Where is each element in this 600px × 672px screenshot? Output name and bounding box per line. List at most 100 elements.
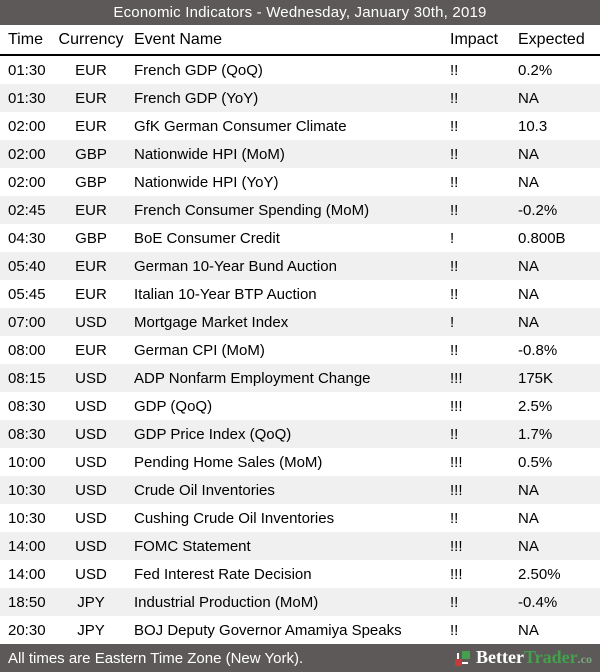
event-expected: NA: [518, 173, 539, 191]
timezone-note: All times are Eastern Time Zone (New Yor…: [8, 649, 304, 667]
event-currency: GBP: [75, 173, 107, 191]
event-name: Fed Interest Rate Decision: [134, 565, 312, 583]
event-name: Cushing Crude Oil Inventories: [134, 509, 335, 527]
event-time: 05:45: [8, 285, 46, 303]
table-row: 10:30 USD Cushing Crude Oil Inventories …: [0, 504, 600, 532]
event-time: 10:00: [8, 453, 46, 471]
event-impact: !: [450, 229, 455, 247]
title-bar: Economic Indicators - Wednesday, January…: [0, 0, 600, 25]
table-row: 10:00 USD Pending Home Sales (MoM) !!! 0…: [0, 448, 600, 476]
event-time: 08:30: [8, 397, 46, 415]
event-name: Italian 10-Year BTP Auction: [134, 285, 317, 303]
event-time: 08:30: [8, 425, 46, 443]
table-row: 18:50 JPY Industrial Production (MoM) !!…: [0, 588, 600, 616]
event-currency: EUR: [75, 285, 107, 303]
event-name: ADP Nonfarm Employment Change: [134, 369, 371, 387]
event-currency: USD: [75, 565, 107, 583]
event-impact: !!: [450, 145, 459, 163]
table-row: 02:45 EUR French Consumer Spending (MoM)…: [0, 196, 600, 224]
event-name: French Consumer Spending (MoM): [134, 201, 370, 219]
event-expected: 2.5%: [518, 397, 553, 415]
event-time: 14:00: [8, 537, 46, 555]
bettertrader-logo[interactable]: BetterTrader.co: [454, 648, 592, 668]
event-time: 02:00: [8, 117, 46, 135]
event-impact: !!: [450, 61, 459, 79]
event-name: Mortgage Market Index: [134, 313, 289, 331]
table-header: Time Currency Event Name Impact Expected: [0, 25, 600, 56]
event-time: 14:00: [8, 565, 46, 583]
column-header-currency: Currency: [58, 30, 124, 48]
logo-text-tld: .co: [577, 652, 592, 666]
column-header-impact: Impact: [450, 30, 499, 48]
event-currency: USD: [75, 425, 107, 443]
event-currency: EUR: [75, 89, 107, 107]
table-row: 08:15 USD ADP Nonfarm Employment Change …: [0, 364, 600, 392]
event-impact: !!: [450, 425, 459, 443]
bettertrader-logo-icon: [454, 650, 472, 667]
event-currency: USD: [75, 369, 107, 387]
table-row: 02:00 GBP Nationwide HPI (MoM) !! NA: [0, 140, 600, 168]
event-currency: GBP: [75, 145, 107, 163]
event-time: 10:30: [8, 509, 46, 527]
event-currency: USD: [75, 509, 107, 527]
event-impact: !!!: [450, 453, 463, 471]
event-time: 08:15: [8, 369, 46, 387]
event-currency: GBP: [75, 229, 107, 247]
event-expected: NA: [518, 89, 539, 107]
table-row: 20:30 JPY BOJ Deputy Governor Amamiya Sp…: [0, 616, 600, 644]
event-currency: JPY: [77, 621, 105, 639]
event-currency: EUR: [75, 117, 107, 135]
event-name: German 10-Year Bund Auction: [134, 257, 337, 275]
event-impact: !!: [450, 89, 459, 107]
event-expected: 10.3: [518, 117, 548, 135]
event-name: GDP Price Index (QoQ): [134, 425, 292, 443]
event-currency: USD: [75, 481, 107, 499]
event-expected: 0.2%: [518, 61, 553, 79]
event-time: 02:00: [8, 173, 46, 191]
event-expected: NA: [518, 621, 539, 639]
event-time: 01:30: [8, 61, 46, 79]
event-time: 20:30: [8, 621, 46, 639]
event-currency: EUR: [75, 257, 107, 275]
event-time: 02:00: [8, 145, 46, 163]
table-row: 05:45 EUR Italian 10-Year BTP Auction !!…: [0, 280, 600, 308]
event-time: 08:00: [8, 341, 46, 359]
event-name: BOJ Deputy Governor Amamiya Speaks: [134, 621, 402, 639]
event-time: 18:50: [8, 593, 46, 611]
event-expected: -0.2%: [518, 201, 558, 219]
event-currency: EUR: [75, 201, 107, 219]
event-expected: NA: [518, 537, 539, 555]
event-name: Nationwide HPI (YoY): [134, 173, 279, 191]
event-name: Nationwide HPI (MoM): [134, 145, 285, 163]
event-currency: USD: [75, 313, 107, 331]
event-currency: JPY: [77, 593, 105, 611]
event-time: 01:30: [8, 89, 46, 107]
logo-text-trader: Trader: [524, 647, 578, 667]
event-expected: NA: [518, 145, 539, 163]
event-expected: NA: [518, 313, 539, 331]
event-impact: !!: [450, 285, 459, 303]
event-impact: !!: [450, 257, 459, 275]
event-expected: 0.800B: [518, 229, 566, 247]
table-row: 14:00 USD FOMC Statement !!! NA: [0, 532, 600, 560]
event-name: French GDP (QoQ): [134, 61, 263, 79]
event-impact: !!: [450, 621, 459, 639]
event-expected: 2.50%: [518, 565, 561, 583]
event-expected: -0.8%: [518, 341, 558, 359]
event-impact: !: [450, 313, 455, 331]
table-row: 08:30 USD GDP (QoQ) !!! 2.5%: [0, 392, 600, 420]
table-row: 08:00 EUR German CPI (MoM) !! -0.8%: [0, 336, 600, 364]
event-expected: 1.7%: [518, 425, 553, 443]
table-row: 01:30 EUR French GDP (QoQ) !! 0.2%: [0, 56, 600, 84]
table-row: 05:40 EUR German 10-Year Bund Auction !!…: [0, 252, 600, 280]
event-time: 10:30: [8, 481, 46, 499]
event-time: 05:40: [8, 257, 46, 275]
table-row: 14:00 USD Fed Interest Rate Decision !!!…: [0, 560, 600, 588]
event-expected: NA: [518, 285, 539, 303]
event-impact: !!: [450, 593, 459, 611]
event-impact: !!!: [450, 397, 463, 415]
event-impact: !!: [450, 173, 459, 191]
event-currency: EUR: [75, 61, 107, 79]
table-body: 01:30 EUR French GDP (QoQ) !! 0.2% 01:30…: [0, 56, 600, 644]
